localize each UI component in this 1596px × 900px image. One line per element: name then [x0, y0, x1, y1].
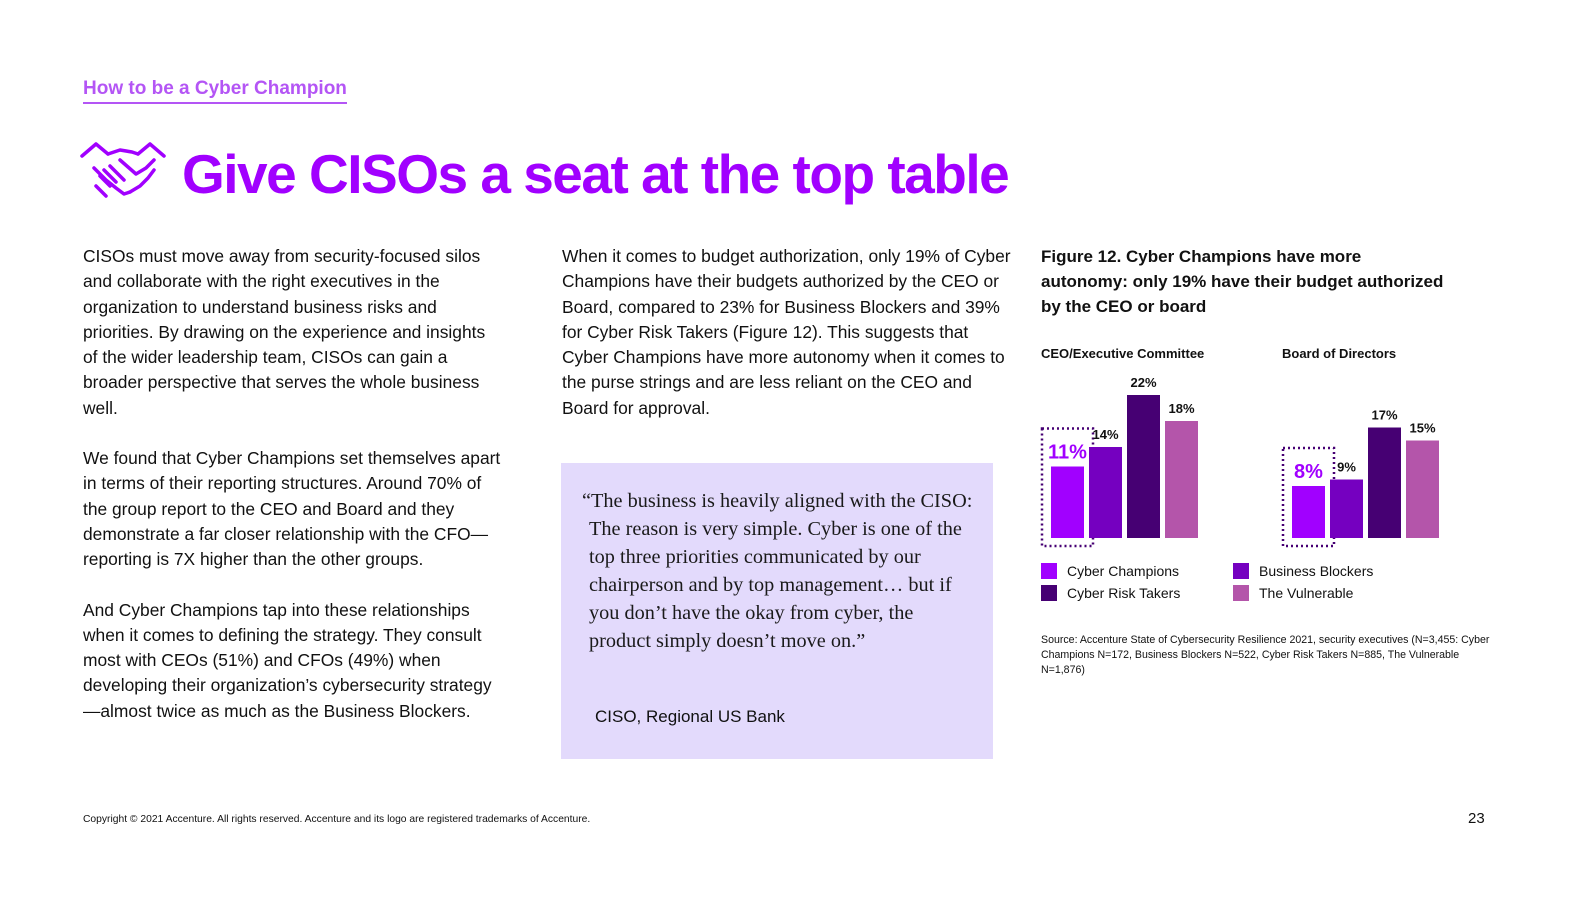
data-label: 8% [1294, 461, 1323, 483]
legend-label: The Vulnerable [1259, 585, 1354, 601]
legend-item: The Vulnerable [1233, 585, 1353, 601]
page-title: Give CISOs a seat at the top table [182, 143, 1010, 205]
paragraph: And Cyber Champions tap into these relat… [83, 599, 492, 721]
highlight-box [1040, 427, 1095, 548]
data-label: 14% [1092, 427, 1118, 442]
legend-swatch [1041, 563, 1057, 579]
legend-label: Cyber Champions [1067, 563, 1180, 579]
legend-item: Cyber Champions [1041, 563, 1179, 579]
data-label: 15% [1409, 421, 1435, 436]
data-label: 11% [1048, 442, 1087, 464]
data-label: 17% [1371, 408, 1397, 423]
section-link[interactable]: How to be a Cyber Champion [83, 78, 347, 104]
quote-box: “The business is heavily aligned with th… [561, 463, 993, 759]
paragraph: CISOs must move away from security-focus… [83, 246, 486, 418]
legend-item: Cyber Risk Takers [1041, 585, 1180, 601]
legend-label: Business Blockers [1259, 563, 1374, 579]
paragraph: We found that Cyber Champions set themse… [83, 448, 501, 570]
bar-the-vulnerable [1406, 440, 1439, 538]
legend-swatch [1041, 585, 1057, 601]
quote-attribution: CISO, Regional US Bank [595, 707, 785, 726]
bar-business-blockers [1089, 447, 1122, 538]
data-label: 22% [1130, 375, 1156, 390]
legend-item: Business Blockers [1233, 563, 1373, 579]
figure-source: Source: Accenture State of Cybersecurity… [1041, 634, 1490, 676]
bar-cyber-champions [1051, 466, 1084, 538]
category-label: CEO/Executive Committee [1041, 346, 1204, 361]
copyright-footer: Copyright © 2021 Accenture. All rights r… [83, 814, 591, 825]
legend-swatch [1233, 585, 1249, 601]
bar-cyber-risk-takers [1368, 427, 1401, 538]
legend-swatch [1233, 563, 1249, 579]
page-number: 23 [1468, 810, 1485, 827]
bar-chart: CEO/Executive Committee 11% 14% 22% 18% Board… [1040, 346, 1439, 548]
data-label: 18% [1168, 401, 1194, 416]
bar-business-blockers [1330, 479, 1363, 538]
chart-legend: Cyber Champions Business Blockers Cyber Ri… [1041, 563, 1501, 613]
handshake-icon [80, 142, 166, 198]
bar-cyber-champions [1292, 486, 1325, 538]
body-column-middle: When it comes to budget authorization, o… [562, 244, 1017, 446]
category-label: Board of Directors [1282, 346, 1396, 361]
bar-the-vulnerable [1165, 421, 1198, 538]
bar-cyber-risk-takers [1127, 395, 1160, 538]
quote-text: “The business is heavily aligned with th… [582, 490, 973, 652]
legend-label: Cyber Risk Takers [1067, 585, 1181, 601]
data-label: 9% [1337, 460, 1356, 475]
body-column-left: CISOs must move away from security-focus… [83, 244, 503, 749]
figure-title: Figure 12. Cyber Champions have more aut… [1041, 247, 1444, 316]
paragraph: When it comes to budget authorization, o… [562, 246, 1011, 418]
